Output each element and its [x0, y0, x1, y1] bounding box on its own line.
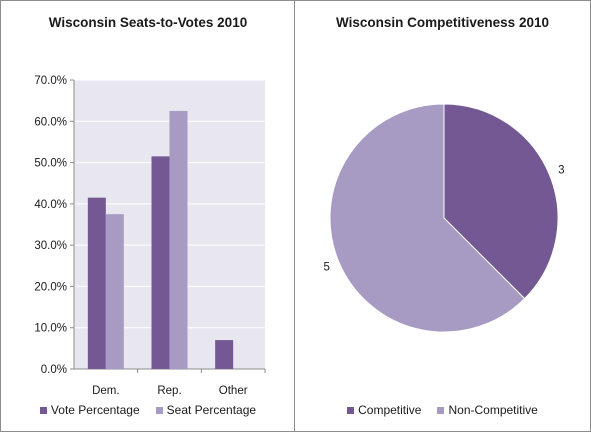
x-category-label: Rep.: [157, 385, 181, 397]
legend-item-seat: Seat Percentage: [155, 403, 257, 417]
pie-data-label: 3: [558, 164, 564, 176]
bar-chart-panel: Wisconsin Seats-to-Votes 2010 0.0% 10.0% 2…: [0, 0, 296, 432]
legend-item-vote: Vote Percentage: [39, 403, 140, 417]
legend-swatch-non-competitive: [437, 406, 445, 414]
legend-label-non-competitive: Non-Competitive: [448, 403, 538, 417]
y-tick-label: 70.0%: [34, 75, 67, 87]
legend-item-competitive: Competitive: [347, 403, 421, 417]
bar-seat: [169, 110, 188, 369]
y-tick-label: 20.0%: [34, 281, 67, 293]
legend-label-vote: Vote Percentage: [50, 403, 140, 417]
pie-data-label: 5: [323, 262, 329, 274]
legend-label-competitive: Competitive: [358, 403, 422, 417]
pie-slice-non-competitive: [329, 103, 526, 333]
y-tick-label: 30.0%: [34, 240, 67, 252]
bar-vote: [87, 197, 106, 369]
legend-swatch-seat: [155, 406, 163, 414]
bar-seat: [105, 214, 124, 369]
pie-slice-competitive: [443, 103, 559, 300]
y-tick-label: 50.0%: [34, 158, 67, 170]
pie-chart-legend: Competitive Non-Competitive: [295, 403, 590, 417]
x-category-label: Dem.: [92, 385, 119, 397]
bar-chart: 0.0% 10.0% 20.0% 30.0% 40.0% 50.0% 60.0% 70.0% D…: [34, 75, 266, 397]
bar-chart-legend: Vote Percentage Seat Percentage: [1, 403, 295, 417]
y-tick-label: 60.0%: [34, 116, 67, 128]
y-tick-label: 40.0%: [34, 199, 67, 211]
pie-chart-title: Wisconsin Competitiveness 2010: [336, 15, 549, 30]
legend-label-seat: Seat Percentage: [166, 403, 257, 417]
bar-vote: [215, 340, 234, 369]
pie-chart: 35: [323, 103, 565, 333]
bar-vote: [151, 156, 170, 369]
x-category-label: Other: [219, 385, 248, 397]
legend-swatch-competitive: [347, 406, 355, 414]
legend-item-non-competitive: Non-Competitive: [437, 403, 538, 417]
y-tick-label: 0.0%: [41, 364, 67, 376]
legend-swatch-vote: [39, 406, 47, 414]
bar-chart-title: Wisconsin Seats-to-Votes 2010: [48, 15, 248, 30]
y-tick-label: 10.0%: [34, 323, 67, 335]
